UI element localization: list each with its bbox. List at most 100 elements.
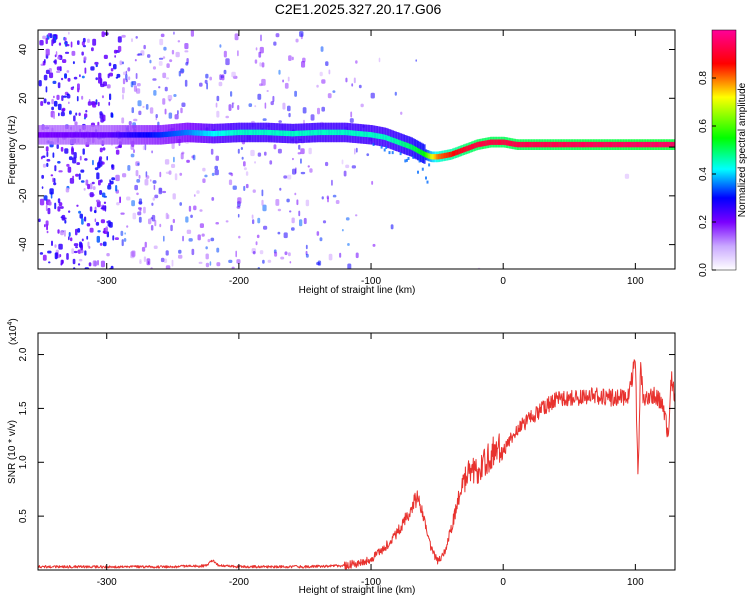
noise-cell xyxy=(225,115,229,119)
noise-cell xyxy=(54,59,57,65)
ridge-core xyxy=(333,129,336,136)
ridge-core xyxy=(93,132,96,138)
noise-cell xyxy=(370,92,375,99)
ridge-core xyxy=(399,140,402,146)
noise-cell xyxy=(378,57,381,63)
ridge-core xyxy=(325,129,328,136)
ridge-core xyxy=(253,129,256,136)
ridge-core xyxy=(444,152,447,159)
ridge-core xyxy=(482,141,485,147)
ridge-core xyxy=(47,132,50,138)
noise-cell xyxy=(349,118,354,123)
ridge-core xyxy=(285,130,288,137)
noise-cell xyxy=(137,211,142,216)
ridge-core xyxy=(125,132,128,138)
noise-cell xyxy=(135,36,138,39)
ridge-core xyxy=(586,141,589,148)
noise-cell xyxy=(43,195,48,201)
noise-cell xyxy=(288,112,291,118)
noise-cell xyxy=(46,101,51,105)
ridge-core xyxy=(602,141,605,148)
ridge-core xyxy=(550,141,553,148)
noise-cell xyxy=(223,50,227,58)
ridge-core xyxy=(130,132,133,138)
noise-cell xyxy=(65,51,70,54)
ridge-core xyxy=(377,133,380,139)
noise-cell xyxy=(64,229,66,237)
noise-cell xyxy=(152,197,155,201)
x-tick-label: -200 xyxy=(229,276,249,287)
noise-cell xyxy=(66,163,70,167)
ridge-core xyxy=(329,129,332,136)
x-tick-label: 100 xyxy=(627,276,644,287)
noise-cell xyxy=(231,102,234,109)
ridge-core xyxy=(326,129,329,136)
ridge-core xyxy=(320,129,323,136)
noise-cell xyxy=(171,259,174,267)
ridge-core xyxy=(450,151,453,158)
ridge-core xyxy=(163,131,166,138)
noise-cell xyxy=(245,171,249,176)
ridge-core xyxy=(645,141,648,148)
ridge-core xyxy=(623,141,626,148)
ridge-core xyxy=(670,141,673,148)
ridge-core xyxy=(76,132,79,138)
noise-cell xyxy=(87,183,90,190)
ridge-core xyxy=(358,131,361,137)
ridge-core xyxy=(656,141,659,148)
ridge-core xyxy=(245,129,248,136)
noise-cell xyxy=(292,168,296,175)
noise-cell xyxy=(60,230,64,236)
noise-cell xyxy=(394,91,397,96)
noise-cell xyxy=(237,50,239,57)
ridge-core xyxy=(293,130,296,137)
ridge-core xyxy=(196,130,199,136)
noise-cell xyxy=(264,102,267,109)
noise-cell xyxy=(165,265,171,269)
ridge-core xyxy=(647,141,650,148)
noise-cell xyxy=(134,59,137,62)
ridge-core xyxy=(505,140,508,146)
ridge-core xyxy=(179,130,182,136)
ridge-core xyxy=(241,129,244,136)
noise-cell xyxy=(99,242,103,246)
snr-series-line xyxy=(38,359,675,570)
noise-cell xyxy=(88,246,91,249)
ridge-core xyxy=(451,151,455,157)
ridge-core xyxy=(575,141,578,148)
noise-cell xyxy=(299,31,304,37)
ridge-core xyxy=(640,141,643,148)
noise-cell xyxy=(180,68,185,73)
ridge-core xyxy=(277,130,280,136)
noise-cell xyxy=(73,115,76,122)
noise-cell xyxy=(289,261,292,264)
ridge-core xyxy=(225,130,228,136)
ridge-core xyxy=(60,132,63,138)
ridge-core xyxy=(198,130,201,136)
noise-cell xyxy=(258,51,262,58)
ridge-core xyxy=(50,132,53,138)
noise-cell xyxy=(49,33,53,39)
noise-cell xyxy=(72,61,75,65)
noise-cell xyxy=(56,144,59,149)
noise-cell xyxy=(243,167,247,171)
ridge-core xyxy=(493,139,496,145)
noise-cell xyxy=(151,150,153,154)
ridge-core xyxy=(429,153,432,160)
noise-cell xyxy=(49,72,54,79)
ridge-core xyxy=(537,141,540,148)
ridge-core xyxy=(122,132,125,138)
colorbar: 0.0 0.2 0.4 0.6 0.8 Normalized spectral ampl… xyxy=(698,29,748,277)
noise-cell xyxy=(102,81,107,87)
noise-cell xyxy=(57,206,61,212)
ridge-core xyxy=(639,141,642,148)
ridge-core xyxy=(185,129,188,136)
ridge-core xyxy=(291,131,294,137)
ridge-core xyxy=(662,141,665,148)
noise-cell xyxy=(216,110,220,118)
noise-cell xyxy=(164,159,170,165)
noise-cell xyxy=(58,42,62,46)
ridge-core xyxy=(523,141,526,148)
ridge-core xyxy=(98,132,101,138)
ridge-core xyxy=(209,130,212,137)
